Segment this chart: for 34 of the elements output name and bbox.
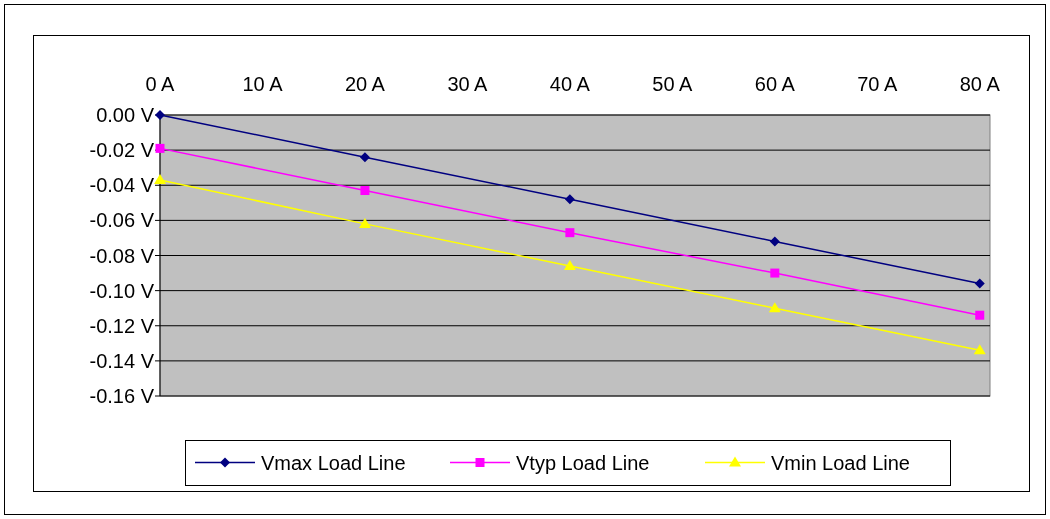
point	[768, 302, 781, 313]
y-tick-label: -0.06 V	[89, 209, 155, 232]
x-tick-label: 80 A	[959, 73, 1001, 95]
y-tick-label: -0.12 V	[89, 314, 155, 337]
point	[565, 228, 575, 238]
point	[358, 217, 371, 228]
y-tick-label: -0.02 V	[89, 139, 155, 162]
y-tick-label: 0.00 V	[96, 104, 155, 126]
point	[975, 310, 985, 320]
x-tick-label: 20 A	[344, 73, 386, 95]
legend-label: Vmax Load Line	[261, 451, 406, 474]
x-tick-label: 40 A	[549, 73, 591, 95]
y-tick-label: -0.10 V	[89, 279, 155, 302]
point	[360, 186, 370, 196]
x-tick-label: 0 A	[145, 73, 176, 95]
x-tick-label: 50 A	[652, 73, 694, 95]
x-tick-label: 30 A	[447, 73, 489, 95]
point	[564, 194, 575, 205]
point	[973, 344, 986, 355]
legend-label: Vmin Load Line	[771, 451, 910, 474]
y-tick-label: -0.08 V	[89, 244, 155, 267]
y-tick-label: -0.04 V	[89, 174, 155, 197]
point	[769, 236, 780, 247]
point	[563, 260, 576, 271]
point	[974, 278, 985, 289]
x-tick-label: 10 A	[242, 73, 284, 95]
y-tick-label: -0.16 V	[89, 385, 155, 407]
point	[154, 173, 166, 184]
point	[359, 152, 370, 163]
point	[770, 268, 780, 278]
x-tick-label: 70 A	[857, 73, 898, 95]
legend-label: Vtyp Load Line	[516, 451, 650, 474]
x-tick-label: 60 A	[754, 73, 796, 95]
y-tick-label: -0.14 V	[89, 349, 155, 372]
